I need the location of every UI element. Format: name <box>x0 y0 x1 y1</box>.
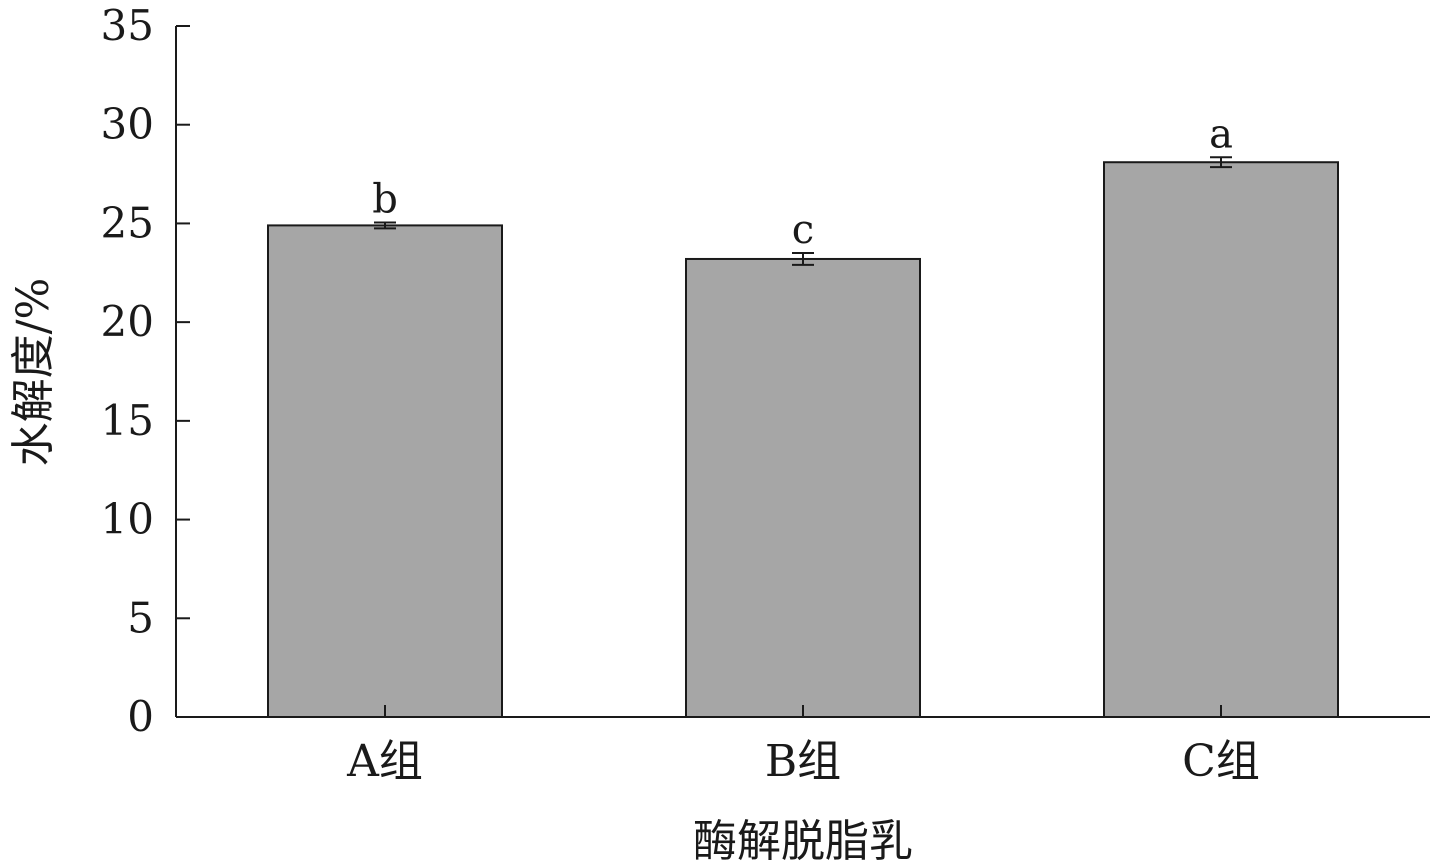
x-ticks-group: A组 B组 C组 <box>346 705 1260 787</box>
x-axis-title: 酶解脱脂乳 <box>693 816 913 867</box>
bar <box>1103 161 1339 718</box>
y-tick-label: 20 <box>101 297 154 346</box>
significance-labels-group: b c a <box>372 111 1233 253</box>
bar <box>267 224 503 718</box>
y-axis-title: 水解度/% <box>8 278 59 467</box>
significance-label: b <box>372 176 398 222</box>
y-tick-label: 0 <box>127 692 154 741</box>
x-tick-label: A组 <box>346 736 423 787</box>
significance-label: a <box>1209 111 1233 157</box>
y-tick-label: 15 <box>101 396 154 445</box>
bar <box>685 257 921 718</box>
x-tick-label: B组 <box>765 736 841 787</box>
y-ticks-group: 0 5 10 15 20 25 30 35 <box>101 1 190 741</box>
significance-label: c <box>792 207 814 253</box>
error-bars-group <box>374 156 1232 266</box>
y-tick-label: 5 <box>127 593 154 642</box>
y-tick-label: 35 <box>101 1 154 50</box>
x-tick-label: C组 <box>1182 736 1260 787</box>
y-tick-label: 10 <box>101 495 154 544</box>
y-tick-label: 25 <box>101 198 154 247</box>
y-tick-label: 30 <box>101 100 154 149</box>
